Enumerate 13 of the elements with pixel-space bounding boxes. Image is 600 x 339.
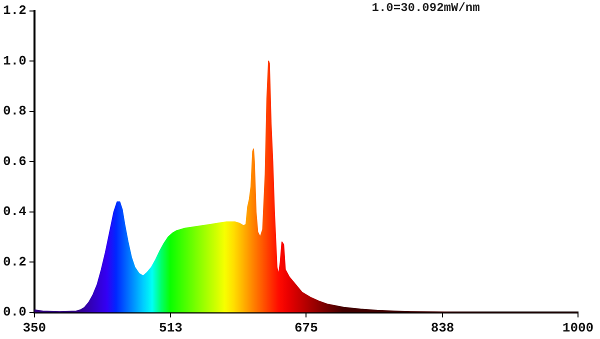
- y-tick-label: 1.2: [3, 3, 27, 18]
- y-tick-label: 0.2: [3, 254, 27, 270]
- y-tick-label: 0.4: [3, 204, 27, 220]
- x-tick-label: 838: [430, 320, 454, 336]
- y-tick-label: 0.8: [3, 104, 27, 119]
- y-tick-label: 0.6: [3, 154, 27, 169]
- y-tick-label: 0.0: [3, 304, 27, 320]
- x-tick-label: 675: [294, 320, 318, 336]
- x-tick-label: 1000: [562, 320, 594, 336]
- x-tick-label: 350: [22, 320, 46, 336]
- annotation: 1.0=30.092mW/nm: [372, 1, 480, 16]
- x-tick-label: 513: [159, 320, 183, 336]
- y-tick-label: 1.0: [3, 53, 27, 68]
